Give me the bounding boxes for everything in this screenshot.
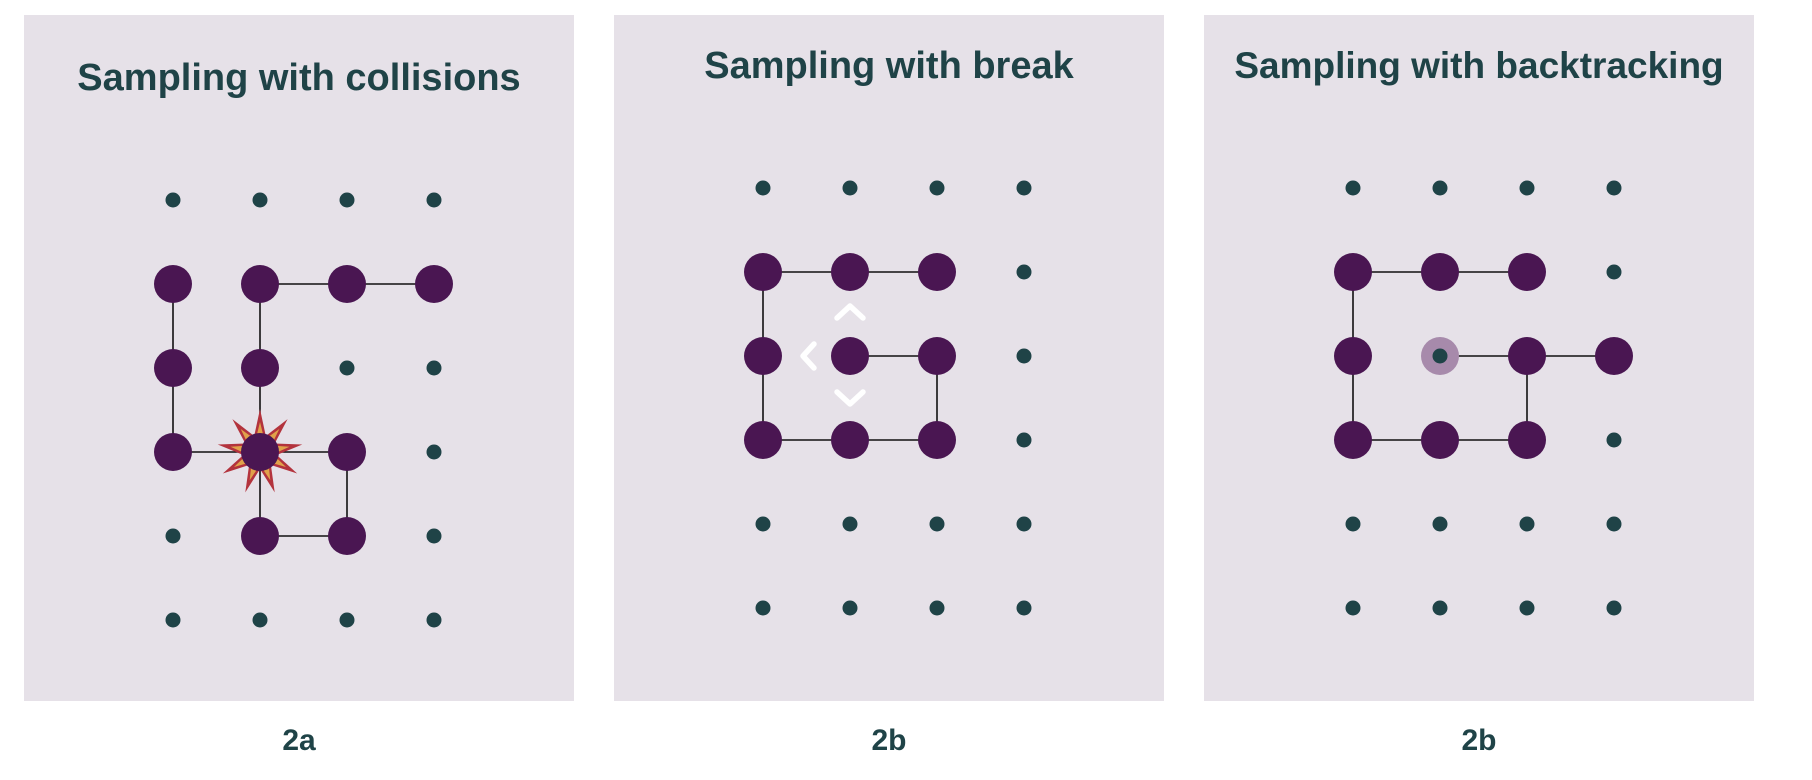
lattice-collisions	[154, 192, 453, 628]
visited-node	[1334, 253, 1372, 291]
visited-node	[328, 517, 366, 555]
lattice-dot	[1432, 516, 1448, 532]
visited-node	[1421, 253, 1459, 291]
backtracked-node-center	[1432, 348, 1448, 364]
caption-2b-backtracking: 2b	[1461, 724, 1497, 757]
lattice-dot	[929, 516, 945, 532]
lattice-dot	[426, 612, 442, 628]
panel-collisions: Sampling with collisions	[24, 15, 574, 701]
caption-2a: 2a	[282, 724, 316, 757]
lattice-dot	[1519, 600, 1535, 616]
lattice-dot	[1432, 600, 1448, 616]
visited-node	[831, 337, 869, 375]
visited-node	[744, 337, 782, 375]
visited-node	[918, 337, 956, 375]
chevron-up-icon	[834, 303, 866, 321]
visited-node	[415, 265, 453, 303]
lattice-dot	[929, 180, 945, 196]
lattice-dot	[339, 612, 355, 628]
visited-node	[328, 265, 366, 303]
visited-node	[328, 433, 366, 471]
visited-node	[154, 349, 192, 387]
panel-backtracking: Sampling with backtracking	[1204, 15, 1754, 701]
panel-break: Sampling with break	[614, 15, 1164, 701]
lattice-dot	[1345, 180, 1361, 196]
lattice-dot	[1606, 180, 1622, 196]
lattice-dot	[1606, 264, 1622, 280]
visited-node	[1334, 421, 1372, 459]
lattice-dot	[755, 516, 771, 532]
lattice-dot	[339, 192, 355, 208]
lattice-dot	[339, 360, 355, 376]
lattice-dot	[1016, 264, 1032, 280]
visited-node	[241, 517, 279, 555]
lattice-dot	[842, 516, 858, 532]
lattice-dot	[165, 528, 181, 544]
lattice-dot	[426, 528, 442, 544]
visited-node	[1595, 337, 1633, 375]
lattice-dot	[1016, 432, 1032, 448]
visited-node	[154, 265, 192, 303]
visited-node	[918, 421, 956, 459]
lattice-dot	[1606, 600, 1622, 616]
visited-node	[1421, 421, 1459, 459]
lattice-dot	[755, 600, 771, 616]
visited-node	[1334, 337, 1372, 375]
chevron-left-icon	[800, 341, 817, 371]
visited-node	[1508, 421, 1546, 459]
lattice-dot	[1016, 180, 1032, 196]
visited-node	[154, 433, 192, 471]
visited-node	[831, 421, 869, 459]
lattice-dot	[842, 600, 858, 616]
lattice-dot	[1345, 600, 1361, 616]
lattice-dot	[426, 360, 442, 376]
lattice-dot	[1016, 600, 1032, 616]
visited-node	[918, 253, 956, 291]
visited-node	[744, 253, 782, 291]
lattice-dot	[1016, 348, 1032, 364]
lattice-dot	[1519, 516, 1535, 532]
lattice-dot	[165, 192, 181, 208]
lattice-dot	[1606, 432, 1622, 448]
lattice-dot	[252, 612, 268, 628]
lattice-dot	[165, 612, 181, 628]
lattice-backtracking	[1334, 180, 1633, 616]
lattice-dot	[252, 192, 268, 208]
panel-title: Sampling with backtracking	[1234, 45, 1724, 86]
caption-2b: 2b	[871, 724, 907, 757]
visited-node	[1508, 337, 1546, 375]
lattice-dot	[426, 444, 442, 460]
lattice-dot	[1432, 180, 1448, 196]
lattice-dot	[755, 180, 771, 196]
lattice-dot	[1519, 180, 1535, 196]
visited-node	[831, 253, 869, 291]
visited-node	[744, 421, 782, 459]
lattice-dot	[1606, 516, 1622, 532]
chevron-down-icon	[834, 389, 866, 407]
lattice-dot	[1016, 516, 1032, 532]
visited-node	[1508, 253, 1546, 291]
lattice-break	[744, 180, 1032, 616]
lattice-dot	[842, 180, 858, 196]
visited-node	[241, 433, 279, 471]
panel-title: Sampling with collisions	[77, 57, 521, 99]
lattice-dot	[929, 600, 945, 616]
visited-node	[241, 265, 279, 303]
visited-node	[241, 349, 279, 387]
lattice-dot	[1345, 516, 1361, 532]
panel-title: Sampling with break	[704, 45, 1074, 87]
lattice-dot	[426, 192, 442, 208]
